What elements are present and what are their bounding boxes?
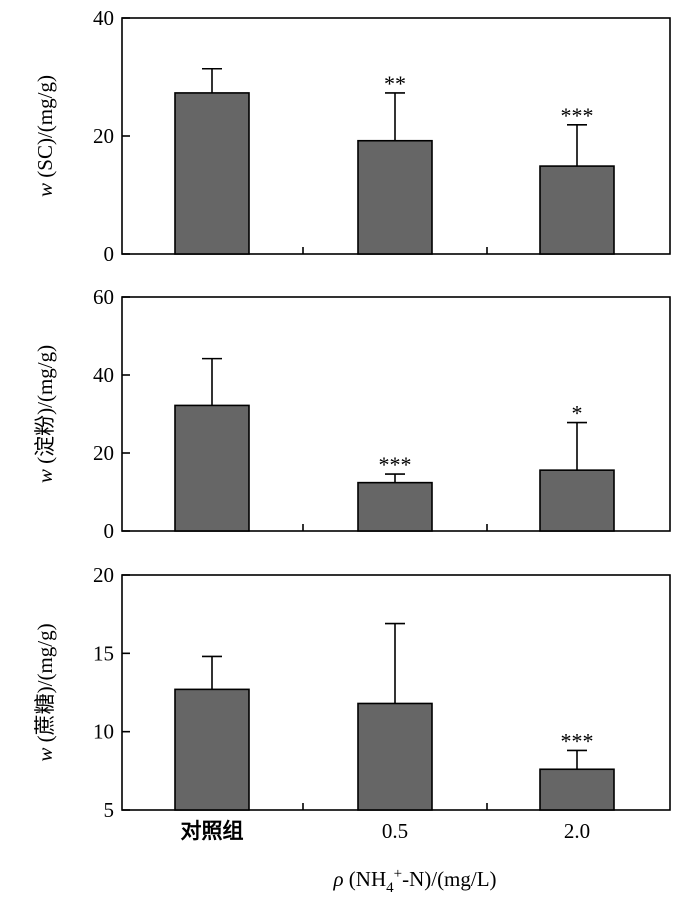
y-axis-text: (淀粉)/(mg/g) — [33, 345, 57, 469]
bar — [539, 469, 615, 532]
y-tick-label: 20 — [93, 563, 114, 587]
y-axis-label: w (蔗糖)/(mg/g) — [33, 623, 57, 761]
y-tick-label: 40 — [93, 6, 114, 30]
bar — [174, 688, 250, 811]
y-axis-label: w (SC)/(mg/g) — [33, 75, 57, 197]
significance-label: *** — [561, 728, 594, 753]
y-axis-var: w — [33, 469, 57, 483]
x-tick-label: 对照组 — [181, 819, 244, 843]
y-tick-label: 40 — [93, 363, 114, 387]
x-axis-text-b: -N)/(mg/L) — [402, 867, 496, 891]
y-axis-text: (SC)/(mg/g) — [33, 75, 57, 183]
bar — [539, 768, 615, 811]
bar — [174, 404, 250, 532]
x-axis-superscript: + — [394, 866, 402, 882]
bar — [174, 92, 250, 255]
x-axis-var: ρ — [332, 867, 343, 891]
y-tick-label: 60 — [93, 285, 114, 309]
bar — [357, 139, 433, 255]
panel-3: 5 10 15 20 w (蔗糖)/(mg/g) *** — [33, 563, 671, 822]
x-axis-subscript: 4 — [386, 880, 394, 896]
bar — [357, 481, 433, 532]
y-axis-var: w — [33, 748, 57, 762]
x-tick-label: 0.5 — [382, 819, 408, 843]
significance-label: *** — [379, 452, 412, 477]
y-tick-label: 0 — [104, 242, 115, 266]
significance-label: *** — [561, 103, 594, 128]
significance-label: * — [572, 401, 583, 426]
y-tick-label: 0 — [104, 519, 115, 543]
y-tick-label: 15 — [93, 641, 114, 665]
bar — [357, 702, 433, 811]
bar — [539, 165, 615, 255]
y-tick-label: 20 — [93, 441, 114, 465]
y-tick-label: 20 — [93, 124, 114, 148]
y-tick-label: 5 — [104, 798, 115, 822]
y-axis-text: (蔗糖)/(mg/g) — [33, 623, 57, 747]
x-axis-label: ρ (NH4+-N)/(mg/L) — [332, 866, 496, 896]
y-axis-var: w — [33, 183, 57, 197]
y-tick-label: 10 — [93, 720, 114, 744]
y-axis-label: w (淀粉)/(mg/g) — [33, 345, 57, 483]
x-tick-label: 2.0 — [564, 819, 590, 843]
category-labels: 对照组 0.5 2.0 — [181, 819, 591, 843]
x-axis-text-a: (NH — [344, 867, 387, 891]
significance-label: ** — [384, 71, 406, 96]
